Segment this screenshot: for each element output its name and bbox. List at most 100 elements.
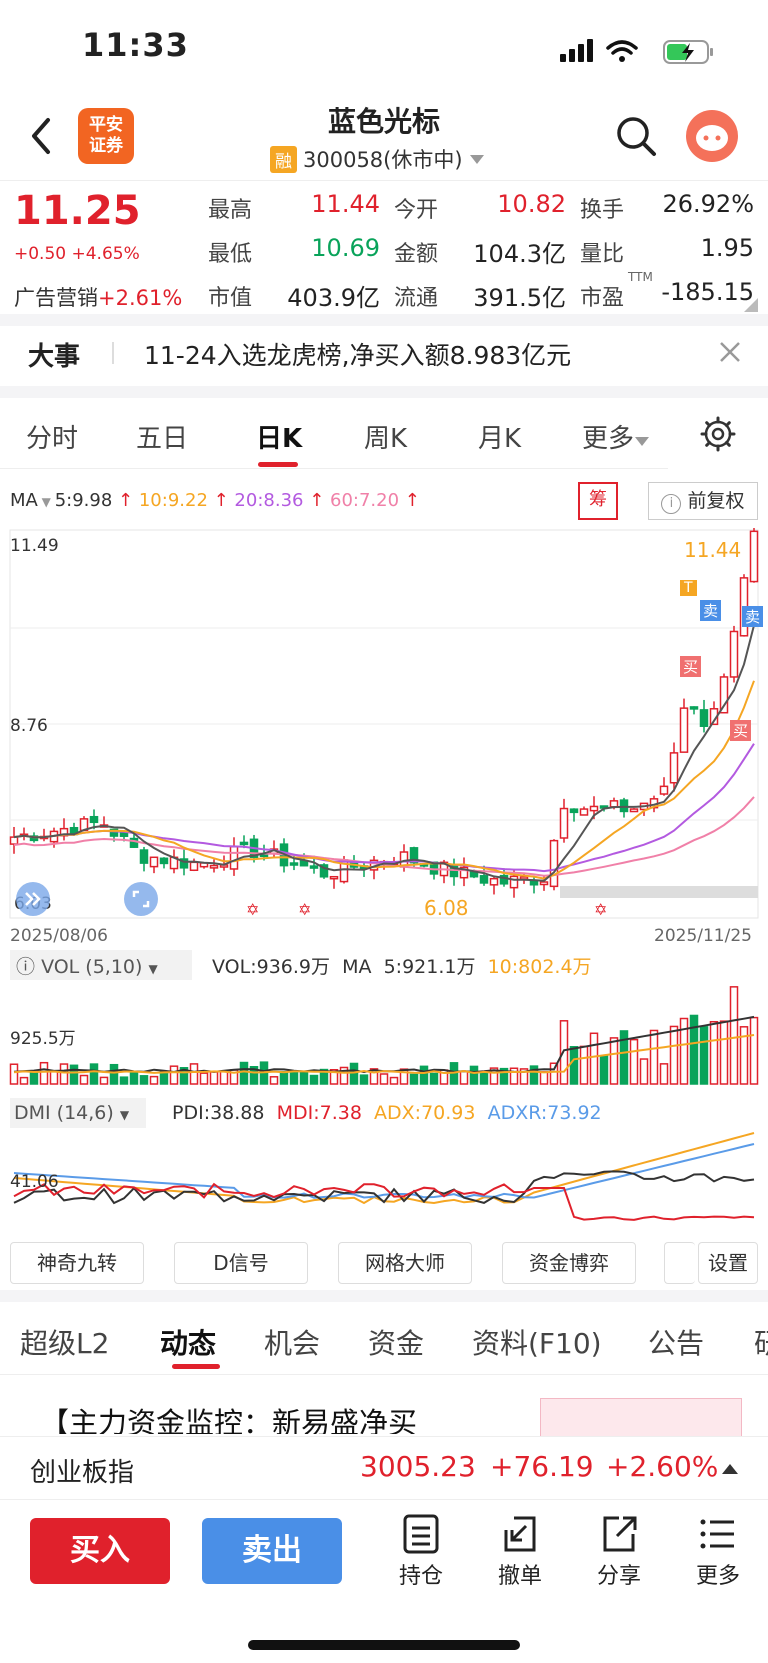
holdings-button[interactable]: 持仓: [391, 1512, 451, 1590]
candle-body: [559, 807, 569, 839]
volume-bar: [749, 1016, 759, 1085]
candle-body: [229, 845, 239, 870]
label-volume-ratio: 量比: [580, 242, 625, 267]
volume-bar: [509, 1067, 519, 1085]
candle-body: [329, 875, 339, 880]
tab-announcement[interactable]: 公告: [648, 1327, 705, 1360]
label-float: 流通: [394, 286, 439, 311]
candle-body: [689, 706, 699, 710]
index-name: 创业板指: [30, 1458, 135, 1488]
tab-five-day[interactable]: 五日: [136, 424, 189, 454]
volume-bar: [359, 1074, 369, 1085]
tab-more[interactable]: 更多: [582, 418, 650, 455]
volume-bar: [639, 1058, 649, 1085]
close-icon[interactable]: [718, 340, 742, 364]
tab-dynamics[interactable]: 动态: [160, 1327, 217, 1360]
stock-code-selector[interactable]: 融 300058(休市中): [270, 144, 485, 174]
menu-icon: [700, 1519, 734, 1549]
min-price-marker: 6.08: [424, 896, 469, 920]
volume-bar: [629, 1038, 639, 1085]
cancel-order-button[interactable]: 撤单: [490, 1512, 550, 1590]
assistant-avatar-icon[interactable]: [686, 110, 738, 162]
volume-bar: [309, 1074, 319, 1085]
event-marker-icon[interactable]: ✡: [298, 900, 312, 919]
sell-button[interactable]: 卖出: [202, 1518, 342, 1584]
share-button[interactable]: 分享: [589, 1512, 649, 1590]
more-menu-button[interactable]: 更多: [688, 1512, 748, 1590]
volume-bar: [299, 1071, 309, 1085]
chip-distribution-button[interactable]: 筹: [578, 482, 618, 520]
tab-intraday[interactable]: 分时: [26, 424, 79, 454]
dmi-selector[interactable]: [10, 1098, 146, 1128]
sector-info[interactable]: 广告营销+2.61%: [14, 286, 183, 310]
volume-bar: [429, 1072, 439, 1085]
collapse-panel-icon[interactable]: [16, 882, 50, 916]
tab-capital[interactable]: 资金: [368, 1327, 425, 1360]
vol-label[interactable]: ⓘ VOL (5,10) ▼: [16, 956, 158, 978]
candle-body: [629, 808, 639, 813]
volume-bar: [479, 1071, 489, 1085]
volume-chart[interactable]: [0, 982, 768, 1086]
volume-bar: [59, 1063, 69, 1085]
settings-gear-icon[interactable]: [700, 416, 736, 452]
candlestick-chart[interactable]: [0, 528, 768, 928]
tool-partial[interactable]: [664, 1242, 695, 1284]
candle-body: [159, 857, 169, 865]
candle-body: [499, 874, 509, 885]
volume-bar: [699, 1026, 709, 1085]
value-turnover: 26.92%: [662, 190, 754, 218]
ma-legend[interactable]: MA ▼ 5:9.98 ↑ 10:9.22 ↑ 20:8.36 ↑ 60:7.2…: [10, 490, 420, 511]
article-title[interactable]: 【主力资金监控：新易盛净买: [40, 1406, 418, 1434]
volume-bar: [189, 1063, 199, 1085]
dmi-label[interactable]: DMI (14,6) ▼: [14, 1102, 130, 1124]
tab-f10[interactable]: 资料(F10): [472, 1327, 602, 1360]
volume-bar: [469, 1065, 479, 1085]
document-icon: [403, 1514, 439, 1554]
info-icon: ⓘ: [16, 956, 36, 978]
vol-selector[interactable]: [10, 950, 192, 980]
tool-fund-game[interactable]: 资金博弈: [502, 1242, 636, 1284]
buy-button[interactable]: 买入: [30, 1518, 170, 1584]
event-marker-icon[interactable]: ✡: [594, 900, 608, 919]
search-icon[interactable]: [614, 114, 658, 158]
volume-bar: [659, 1063, 669, 1085]
dmi-chart[interactable]: [0, 1128, 768, 1232]
buy-signal: 买: [680, 656, 702, 677]
article-thumbnail[interactable]: [540, 1398, 742, 1438]
y-axis-top: 11.49: [10, 536, 59, 556]
tool-nine-turn[interactable]: 神奇九转: [10, 1242, 144, 1284]
tool-grid-master[interactable]: 网格大师: [338, 1242, 472, 1284]
expand-up-icon[interactable]: [720, 1460, 740, 1476]
candle-body: [749, 530, 759, 583]
index-bar[interactable]: [0, 1436, 768, 1500]
value-pe: -185.15: [661, 278, 754, 306]
tool-settings[interactable]: 设置: [698, 1242, 758, 1284]
tool-d-signal[interactable]: D信号: [174, 1242, 308, 1284]
tab-weekly-k[interactable]: 周K: [364, 424, 408, 454]
tab-opportunity[interactable]: 机会: [264, 1327, 321, 1360]
volume-bar: [379, 1073, 389, 1085]
fullscreen-icon[interactable]: [124, 882, 158, 916]
active-tab-indicator: [258, 462, 298, 467]
candle-body: [719, 676, 729, 714]
volume-bar: [69, 1064, 79, 1085]
buy-signal-2: 买: [730, 720, 752, 741]
news-headline[interactable]: 11-24入选龙虎榜,净买入额8.983亿元: [144, 341, 572, 370]
event-marker-icon[interactable]: ✡: [246, 900, 260, 919]
tab-daily-k[interactable]: 日K: [256, 424, 303, 454]
tab-super-l2[interactable]: 超级L2: [20, 1327, 110, 1360]
back-arrow-icon[interactable]: [28, 116, 56, 156]
volume-bar: [459, 1070, 469, 1085]
expand-corner-icon[interactable]: [744, 298, 758, 312]
adjust-mode-button[interactable]: i 前复权: [648, 482, 758, 520]
value-volume-ratio: 1.95: [700, 234, 754, 262]
candle-body: [319, 864, 329, 878]
volume-bar: [79, 1074, 89, 1085]
candle-body: [239, 841, 249, 846]
candle-body: [309, 865, 319, 869]
volume-bar: [679, 1017, 689, 1085]
tab-research[interactable]: 研: [754, 1322, 768, 1362]
status-time: 11:33: [82, 26, 189, 64]
tab-monthly-k[interactable]: 月K: [478, 424, 522, 454]
volume-bar: [49, 1070, 59, 1085]
